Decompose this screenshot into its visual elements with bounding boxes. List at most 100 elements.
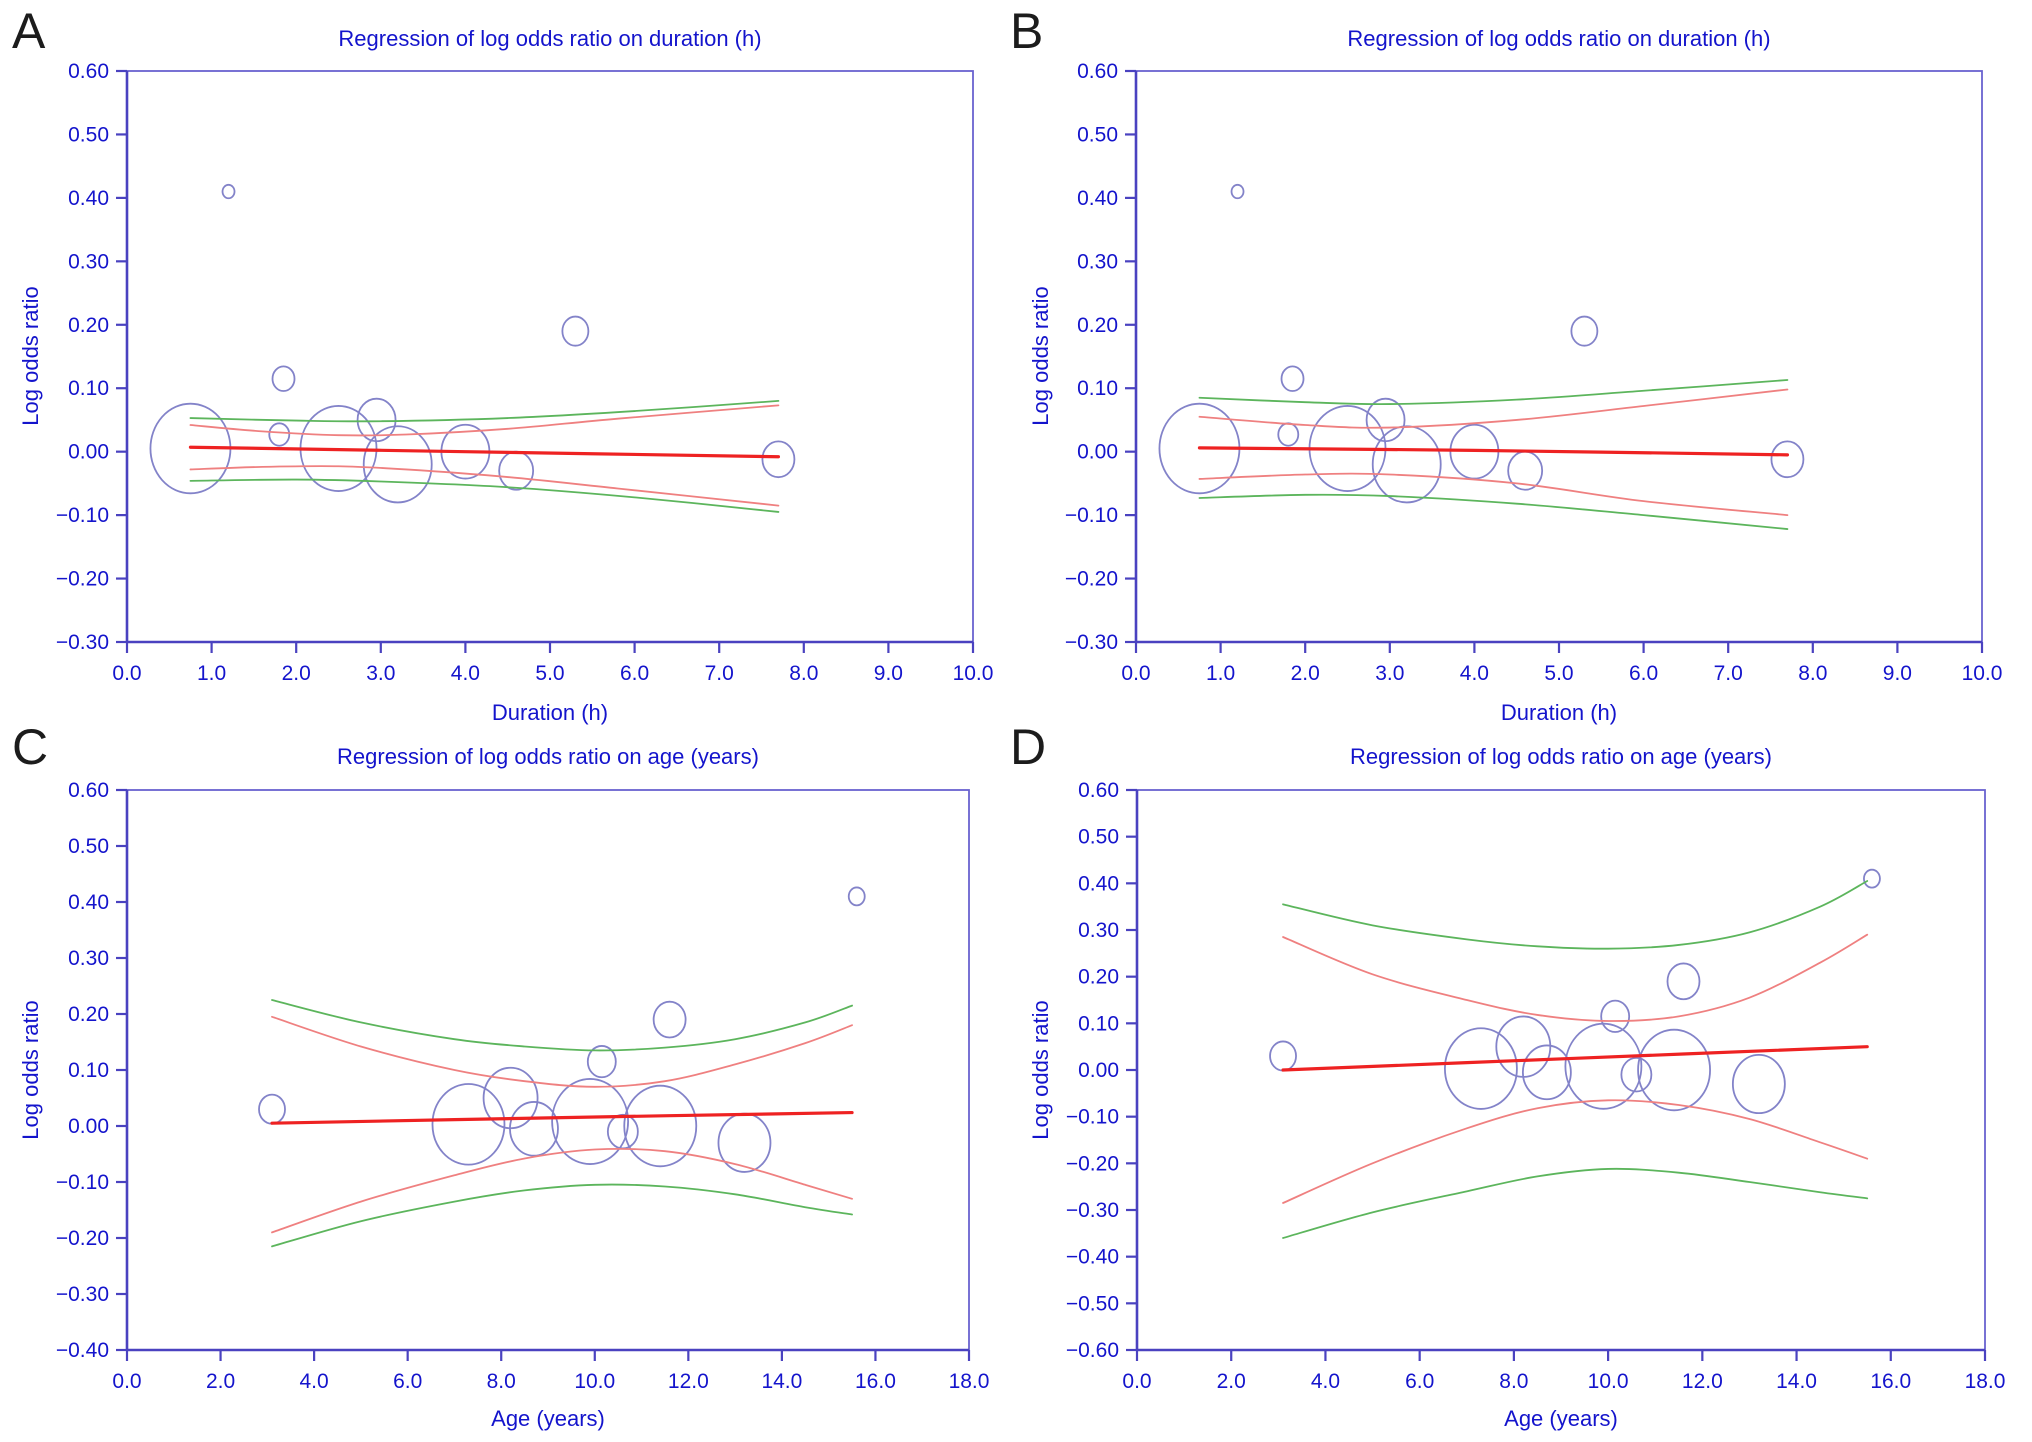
panel-a-study-bubble	[271, 365, 296, 392]
panel-d-study-bubble	[1521, 1044, 1572, 1101]
panel-c-x-tick-label: 4.0	[300, 1370, 329, 1393]
panel-a-y-tick-label: 0.20	[68, 314, 109, 337]
panel-b-letter: B	[1010, 3, 1044, 59]
panel-a-x-tick-label: 4.0	[451, 662, 480, 685]
panel-b-x-tick-label: 6.0	[1629, 662, 1658, 685]
panel-b-y-axis-label: Log odds ratio	[1028, 286, 1053, 426]
panel-d-title: Regression of log odds ratio on age (yea…	[1350, 744, 1772, 769]
panel-c-y-axis-label: Log odds ratio	[18, 1000, 43, 1140]
panel-c-plot: 0.60 0.50 0.40 0.30 0.20 0.10 0.00 −0.10 −0.20 −0…	[56, 779, 990, 1393]
panel-d-x-tick-label: 6.0	[1405, 1370, 1434, 1393]
panel-b-study-bubble	[1570, 315, 1599, 347]
panel-c-study-bubble	[551, 1078, 629, 1165]
panel-b-study-bubble	[1277, 422, 1300, 447]
panel-c-study-bubble	[509, 1101, 559, 1157]
panel-d-y-tick-label: 0.40	[1078, 872, 1119, 895]
panel-c-y-tick-label: 0.50	[68, 835, 109, 858]
panel-d-y-tick-label: −0.50	[1066, 1292, 1119, 1315]
panel-a-frame	[126, 70, 974, 643]
panel-b-x-tick-label: 0.0	[1121, 662, 1150, 685]
panel-d-y-tick-label: 0.50	[1078, 826, 1119, 849]
panel-a-x-tick-label: 2.0	[282, 662, 311, 685]
panel-b-prediction-upper-curve	[1198, 379, 1789, 406]
panel-d-x-tick-label: 10.0	[1588, 1370, 1629, 1393]
panel-b-frame	[1135, 70, 1983, 643]
panel-a-prediction-lower-curve	[189, 478, 780, 513]
panel-a-y-tick-label: 0.60	[68, 60, 109, 83]
panel-b-x-tick-label: 5.0	[1544, 662, 1573, 685]
panel-a-study-bubble	[268, 422, 291, 447]
panel-b-study-bubble	[1230, 183, 1245, 200]
panel-c-x-tick-label: 6.0	[393, 1370, 422, 1393]
panel-d-y-tick-label: −0.20	[1066, 1152, 1119, 1175]
panel-d-x-axis-label: Age (years)	[1504, 1406, 1618, 1431]
panel-d-study-bubble	[1600, 999, 1631, 1033]
panel-a-title: Regression of log odds ratio on duration…	[338, 26, 762, 51]
panel-d-frame	[1136, 789, 1986, 1351]
panel-c-title: Regression of log odds ratio on age (yea…	[337, 744, 759, 769]
panel-a-study-bubble	[362, 425, 433, 504]
panel-a-letter: A	[12, 3, 46, 59]
panel-b-study-bubble	[1770, 440, 1805, 479]
panel-c-x-tick-label: 8.0	[487, 1370, 516, 1393]
panel-c-study-bubble	[652, 1000, 687, 1039]
panel-a-x-tick-label: 3.0	[366, 662, 395, 685]
panel-d-confidence-upper-curve	[1282, 933, 1869, 1022]
panel-b-x-tick-label: 8.0	[1798, 662, 1827, 685]
panel-b-confidence-lower-curve	[1198, 472, 1789, 517]
panel-d-study-bubble	[1444, 1027, 1518, 1110]
panel-b-y-tick-label: 0.40	[1077, 187, 1118, 210]
panel-a-prediction-upper-curve	[189, 400, 780, 423]
panel-b-y-tick-label: 0.00	[1077, 441, 1118, 464]
panel-d-y-tick-label: −0.60	[1066, 1339, 1119, 1362]
panel-c-study-bubble	[586, 1045, 617, 1079]
panel-c-x-tick-label: 16.0	[855, 1370, 896, 1393]
panel-a-regression-line	[188, 445, 781, 459]
panel-a-x-tick-label: 10.0	[953, 662, 994, 685]
panel-c-study-bubble	[258, 1093, 286, 1125]
panel-a-confidence-lower-curve	[189, 465, 780, 507]
panel-a-y-tick-label: 0.10	[68, 377, 109, 400]
panel-c-confidence-upper-curve	[271, 1015, 853, 1088]
panel-c-x-tick-label: 10.0	[574, 1370, 615, 1393]
panel-d-plot: 0.60 0.50 0.40 0.30 0.20 0.10 0.00 −0.10 −0.20 −0…	[1066, 779, 2006, 1393]
panel-b-regression-line	[1197, 446, 1790, 457]
panel-b-x-tick-label: 10.0	[1962, 662, 2003, 685]
panel-d-x-tick-label: 8.0	[1499, 1370, 1528, 1393]
panel-c-y-tick-label: 0.30	[68, 947, 109, 970]
panel-b-y-tick-label: 0.50	[1077, 123, 1118, 146]
panel-a-study-bubble	[221, 183, 236, 200]
panel-a-x-tick-label: 1.0	[197, 662, 226, 685]
panel-c-confidence-lower-curve	[271, 1147, 853, 1234]
panel-a-x-tick-label: 7.0	[705, 662, 734, 685]
panel-d-y-tick-label: 0.10	[1078, 1012, 1119, 1035]
panel-d-prediction-lower-curve	[1282, 1167, 1869, 1239]
panel-a-x-tick-label: 6.0	[620, 662, 649, 685]
panel-d-letter: D	[1010, 719, 1047, 775]
panel-c-x-tick-label: 2.0	[206, 1370, 235, 1393]
panel-a-y-tick-label: −0.10	[56, 504, 109, 527]
panel-b-study-bubble	[1365, 397, 1406, 443]
panel-b-y-tick-label: 0.30	[1077, 250, 1118, 273]
panel-b-y-tick-label: 0.60	[1077, 60, 1118, 83]
panel-c-regression-line	[270, 1110, 854, 1125]
panel-d-y-tick-label: −0.30	[1066, 1199, 1119, 1222]
panel-c-y-tick-label: 0.20	[68, 1003, 109, 1026]
panel-d-y-tick-label: −0.10	[1066, 1106, 1119, 1129]
panel-c-y-tick-label: −0.40	[56, 1339, 109, 1362]
panel-d-study-bubble	[1620, 1056, 1653, 1093]
panel-c-letter: C	[12, 719, 49, 775]
panel-c-x-tick-label: 0.0	[112, 1370, 141, 1393]
panel-d-y-tick-label: 0.00	[1078, 1059, 1119, 1082]
panel-d-x-tick-label: 18.0	[1965, 1370, 2006, 1393]
panel-a-x-axis-label: Duration (h)	[491, 700, 609, 725]
panel-a-plot: 0.60 0.50 0.40 0.30 0.20 0.10 0.00 −0.10 −0.20 −0…	[56, 60, 994, 685]
panel-c-x-tick-label: 14.0	[761, 1370, 802, 1393]
panel-d-y-tick-label: −0.40	[1066, 1246, 1119, 1269]
panel-b-plot: 0.60 0.50 0.40 0.30 0.20 0.10 0.00 −0.10 −0.20 −0…	[1065, 60, 2003, 685]
panel-b-x-axis-label: Duration (h)	[1500, 700, 1618, 725]
panel-d-study-bubble	[1666, 962, 1701, 1001]
panel-b-study-bubble	[1280, 365, 1305, 392]
panel-d-study-bubble	[1637, 1028, 1711, 1112]
panel-c-x-axis-label: Age (years)	[491, 1406, 605, 1431]
